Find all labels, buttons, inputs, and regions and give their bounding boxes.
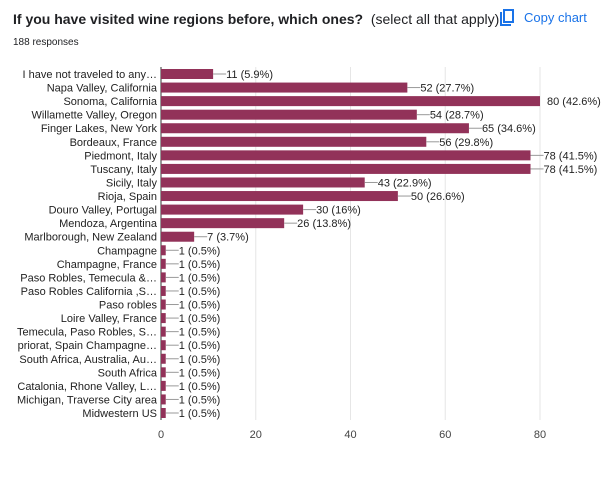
bar — [161, 380, 166, 391]
category-label: Finger Lakes, New York — [41, 123, 158, 135]
bar — [161, 69, 214, 79]
response-count: 188 responses — [13, 37, 79, 48]
bar — [161, 313, 166, 324]
value-label: 78 (41.5%) — [544, 150, 598, 162]
category-label: Tuscany, Italy — [90, 164, 157, 176]
category-label: Temecula, Paso Robles, S… — [17, 327, 157, 339]
category-label: Paso robles — [99, 300, 158, 312]
bar — [161, 408, 166, 418]
bar — [161, 218, 285, 229]
value-label: 1 (0.5%) — [179, 259, 221, 271]
bar — [161, 204, 304, 215]
value-label: 80 (42.6%) — [547, 96, 601, 108]
category-label: Marlborough, New Zealand — [24, 232, 157, 244]
value-label: 52 (27.7%) — [420, 83, 474, 95]
value-label: 1 (0.5%) — [179, 381, 221, 393]
x-tick-label: 40 — [344, 429, 356, 441]
x-tick-label: 60 — [439, 429, 451, 441]
x-tick-label: 20 — [250, 429, 262, 441]
category-label: Champagne — [97, 245, 157, 257]
bar — [161, 109, 417, 120]
category-label: South Africa — [98, 367, 158, 379]
bar — [161, 367, 166, 378]
copy-icon — [500, 9, 514, 26]
value-label: 54 (28.7%) — [430, 110, 484, 122]
bar — [161, 163, 531, 174]
category-label: Champagne, France — [57, 259, 157, 271]
category-label: I have not traveled to any… — [22, 69, 157, 81]
bar — [161, 191, 398, 202]
category-label: Paso Robles, Temecula &… — [20, 272, 157, 284]
value-label: 1 (0.5%) — [179, 354, 221, 366]
value-label: 1 (0.5%) — [179, 340, 221, 352]
category-label: Piedmont, Italy — [84, 150, 157, 162]
value-label: 30 (16%) — [316, 205, 361, 217]
value-label: 1 (0.5%) — [179, 286, 221, 298]
value-label: 1 (0.5%) — [179, 327, 221, 339]
value-label: 1 (0.5%) — [179, 272, 221, 284]
value-label: 11 (5.9%) — [226, 69, 273, 81]
bar — [161, 299, 166, 310]
value-label: 1 (0.5%) — [179, 313, 221, 325]
bar — [161, 245, 166, 256]
copy-chart-button[interactable]: Copy chart — [500, 9, 587, 26]
value-label: 43 (22.9%) — [378, 177, 432, 189]
bar — [161, 394, 166, 405]
value-label: 1 (0.5%) — [179, 394, 221, 406]
bar — [161, 123, 469, 134]
category-label: Catalonia, Rhone Valley, L… — [17, 381, 157, 393]
x-tick-label: 80 — [534, 429, 546, 441]
bar — [161, 340, 166, 351]
category-label: Napa Valley, California — [47, 83, 158, 95]
bar — [161, 82, 408, 93]
question-text: If you have visited wine regions before,… — [13, 11, 364, 27]
bar — [161, 150, 531, 161]
category-label: Paso Robles California ,S… — [21, 286, 157, 298]
bar — [161, 353, 166, 364]
category-label: Sonoma, California — [63, 96, 157, 108]
category-label: Loire Valley, France — [61, 313, 157, 325]
category-label: Michigan, Traverse City area — [17, 394, 158, 406]
value-label: 65 (34.6%) — [482, 123, 536, 135]
category-label: South Africa, Australia, Au… — [19, 354, 157, 366]
category-label: Rioja, Spain — [98, 191, 157, 203]
question-title: If you have visited wine regions before,… — [13, 11, 499, 27]
bar — [161, 285, 166, 296]
category-label: Douro Valley, Portugal — [49, 205, 157, 217]
bar — [161, 96, 540, 107]
bar — [161, 231, 195, 242]
question-hint: (select all that apply) — [370, 11, 500, 27]
bar — [161, 272, 166, 283]
copy-chart-label: Copy chart — [524, 10, 587, 25]
value-label: 1 (0.5%) — [179, 367, 221, 379]
category-label: Mendoza, Argentina — [59, 218, 158, 230]
bar — [161, 136, 427, 147]
value-label: 1 (0.5%) — [179, 408, 221, 420]
x-tick-label: 0 — [158, 429, 164, 441]
category-label: priorat, Spain Champagne… — [18, 340, 157, 352]
category-label: Sicily, Italy — [106, 177, 158, 189]
bar — [161, 258, 166, 269]
bar — [161, 326, 166, 337]
category-label: Midwestern US — [82, 408, 157, 420]
value-label: 78 (41.5%) — [544, 164, 598, 176]
value-label: 56 (29.8%) — [439, 137, 493, 149]
bar — [161, 177, 365, 188]
value-label: 7 (3.7%) — [207, 232, 249, 244]
value-label: 50 (26.6%) — [411, 191, 465, 203]
value-label: 26 (13.8%) — [297, 218, 351, 230]
category-label: Willamette Valley, Oregon — [31, 110, 157, 122]
category-label: Bordeaux, France — [70, 137, 157, 149]
value-label: 1 (0.5%) — [179, 245, 221, 257]
value-label: 1 (0.5%) — [179, 300, 221, 312]
